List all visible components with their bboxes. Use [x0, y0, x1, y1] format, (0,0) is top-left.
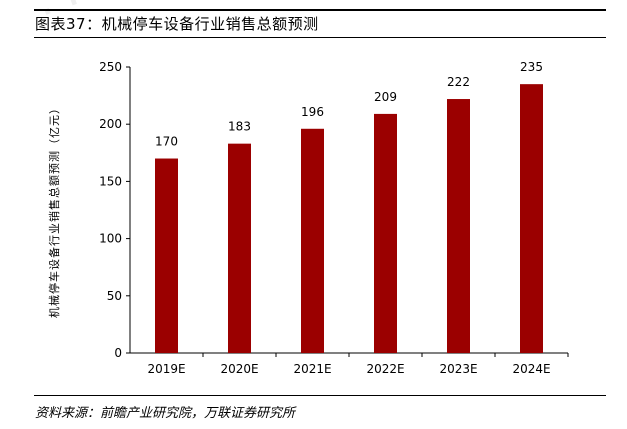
bar — [520, 84, 543, 353]
y-axis-title: 机械停车设备行业销售总额预测（亿元） — [47, 102, 61, 318]
x-tick-label: 2021E — [293, 362, 331, 376]
bar — [447, 99, 470, 353]
y-tick-label: 100 — [99, 232, 122, 246]
y-tick-label: 50 — [107, 289, 122, 303]
bar — [155, 158, 178, 353]
x-tick-label: 2019E — [147, 362, 185, 376]
x-tick-label: 2020E — [220, 362, 258, 376]
data-label: 183 — [228, 120, 251, 134]
y-tick-label: 250 — [99, 60, 122, 74]
data-label: 209 — [374, 90, 397, 104]
data-label: 222 — [447, 75, 470, 89]
y-tick-label: 200 — [99, 117, 122, 131]
y-tick-label: 0 — [114, 346, 122, 360]
bar — [228, 143, 251, 353]
x-tick-label: 2024E — [512, 362, 550, 376]
x-tick-label: 2023E — [439, 362, 477, 376]
chart-title: 图表37：机械停车设备行业销售总额预测 — [35, 15, 319, 33]
top-rule — [34, 9, 606, 11]
bar — [301, 128, 324, 353]
x-tick-label: 2022E — [366, 362, 404, 376]
bar — [374, 113, 397, 354]
source-note: 资料来源：前瞻产业研究院，万联证券研究所 — [35, 406, 296, 421]
data-label: 235 — [520, 60, 543, 74]
data-label: 170 — [155, 135, 178, 149]
title-rule — [34, 37, 606, 38]
bottom-rule — [34, 395, 606, 396]
y-tick-label: 150 — [99, 174, 122, 188]
data-label: 196 — [301, 105, 324, 119]
